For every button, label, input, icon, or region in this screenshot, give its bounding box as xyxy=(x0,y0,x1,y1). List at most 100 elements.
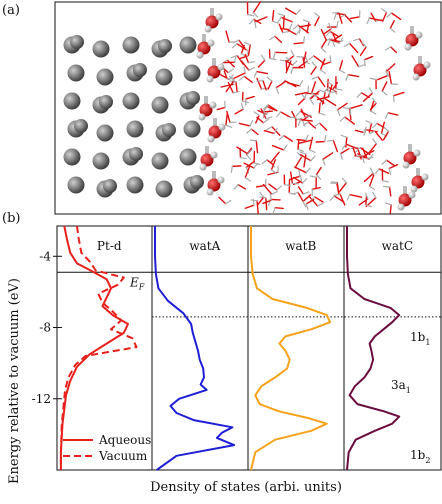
pt-atom xyxy=(152,153,169,170)
hydrogen-atom xyxy=(422,174,429,181)
hydrogen-atom xyxy=(411,186,418,193)
hydrogen-atom xyxy=(218,177,225,184)
hydrogen-atom xyxy=(216,14,223,21)
dos-plots: -4 -8 -12 EF Pt-d watA watB watC 1b1 3a1 1b2 Aqueou… xyxy=(32,226,441,470)
pt-atom xyxy=(68,65,85,82)
water-bond xyxy=(251,200,257,201)
pt-atom xyxy=(184,65,201,82)
pt-atom xyxy=(156,69,173,86)
hydrogen-atom xyxy=(200,164,207,171)
water-bond xyxy=(319,103,320,113)
pt-atom xyxy=(99,95,113,109)
orbital-subscript: 1 xyxy=(425,338,430,347)
panel-title: watC xyxy=(382,239,413,253)
water-bond xyxy=(327,140,333,141)
fermi-label: EF xyxy=(129,275,145,291)
hydrogen-atom xyxy=(414,150,421,157)
pt-atom xyxy=(127,177,144,194)
hydrogen-atom xyxy=(197,52,204,59)
pt-atom xyxy=(123,93,140,110)
orbital-label: 1b2 xyxy=(410,448,430,465)
pt-atom xyxy=(103,179,117,193)
dos-curve-watb xyxy=(251,226,330,470)
y-tick-label: -4 xyxy=(39,249,51,263)
panel-b-label: (b) xyxy=(2,211,20,226)
hydrogen-atom xyxy=(199,114,206,121)
hydrogen-atom xyxy=(413,74,420,81)
pt-atom xyxy=(190,175,204,189)
hydrogen-atom xyxy=(218,64,225,71)
pt-atom xyxy=(97,69,114,86)
orbital-subscript: 2 xyxy=(425,456,430,465)
pt-atom xyxy=(93,41,110,58)
orbital-subscript: 1 xyxy=(406,386,411,395)
water-bond xyxy=(227,78,233,79)
pt-atom xyxy=(127,121,144,138)
water-bond xyxy=(356,156,362,157)
water-bond xyxy=(266,198,267,210)
water-bond xyxy=(301,175,302,181)
pt-atom xyxy=(93,153,110,170)
hydrogen-atom xyxy=(211,152,218,159)
water-bond xyxy=(257,81,263,82)
hydrogen-atom xyxy=(207,189,214,196)
pt-atom xyxy=(162,123,176,137)
panel-title: watA xyxy=(189,239,220,253)
water-bond xyxy=(297,140,306,141)
legend-label-vacuum: Vacuum xyxy=(98,449,148,463)
pt-atom xyxy=(186,91,200,105)
pt-atom xyxy=(184,121,201,138)
hydrogen-atom xyxy=(424,62,431,69)
pt-atom xyxy=(64,93,81,110)
hydrogen-atom xyxy=(210,102,217,109)
orbital-label: 3a1 xyxy=(391,378,411,395)
pt-atom xyxy=(64,149,81,166)
hydrogen-atom xyxy=(208,40,215,47)
pt-atom xyxy=(180,149,197,166)
pt-atom xyxy=(123,37,140,54)
water-bond xyxy=(298,141,299,149)
water-bond xyxy=(275,208,283,209)
water-bond xyxy=(283,16,284,28)
water-bond xyxy=(344,108,350,109)
pt-atom xyxy=(129,147,143,161)
water-bond xyxy=(264,111,272,112)
pt-atom xyxy=(152,97,169,114)
panel-title: watB xyxy=(285,239,316,253)
water-bond xyxy=(384,187,390,188)
pt-atom xyxy=(68,177,85,194)
water-bond xyxy=(270,194,271,200)
pt-atom xyxy=(97,125,114,142)
y-tick-label: -12 xyxy=(32,392,51,406)
panel-title: Pt-d xyxy=(97,239,122,253)
pt-atom xyxy=(74,119,88,133)
pt-atom xyxy=(180,37,197,54)
water-bond xyxy=(250,140,256,141)
hydrogen-atom xyxy=(208,136,215,143)
water-bond xyxy=(390,205,391,213)
hydrogen-atom xyxy=(207,76,214,83)
hydrogen-atom xyxy=(219,124,226,131)
y-tick-label: -8 xyxy=(39,321,51,335)
hydrogen-atom xyxy=(405,44,412,51)
pt-atom xyxy=(156,181,173,198)
y-axis-label: Energy relative to vacuum (eV) xyxy=(7,278,22,484)
fermi-subscript: F xyxy=(138,282,145,291)
pt-atom xyxy=(133,63,147,77)
water-bond xyxy=(304,37,305,43)
hydrogen-atom xyxy=(416,32,423,39)
pt-atom xyxy=(70,35,84,49)
x-axis-label: Density of states (arbi. units) xyxy=(150,480,342,495)
hydrogen-atom xyxy=(398,204,405,211)
water-bond xyxy=(364,60,365,66)
orbital-label: 1b1 xyxy=(410,330,430,347)
water-bond xyxy=(248,62,254,63)
water-bond xyxy=(331,182,337,183)
legend-label-aqueous: Aqueous xyxy=(98,433,151,447)
water-bond xyxy=(330,56,331,62)
hydrogen-atom xyxy=(403,162,410,169)
hydrogen-atom xyxy=(409,192,416,199)
panel-a-label: (a) xyxy=(2,3,20,18)
